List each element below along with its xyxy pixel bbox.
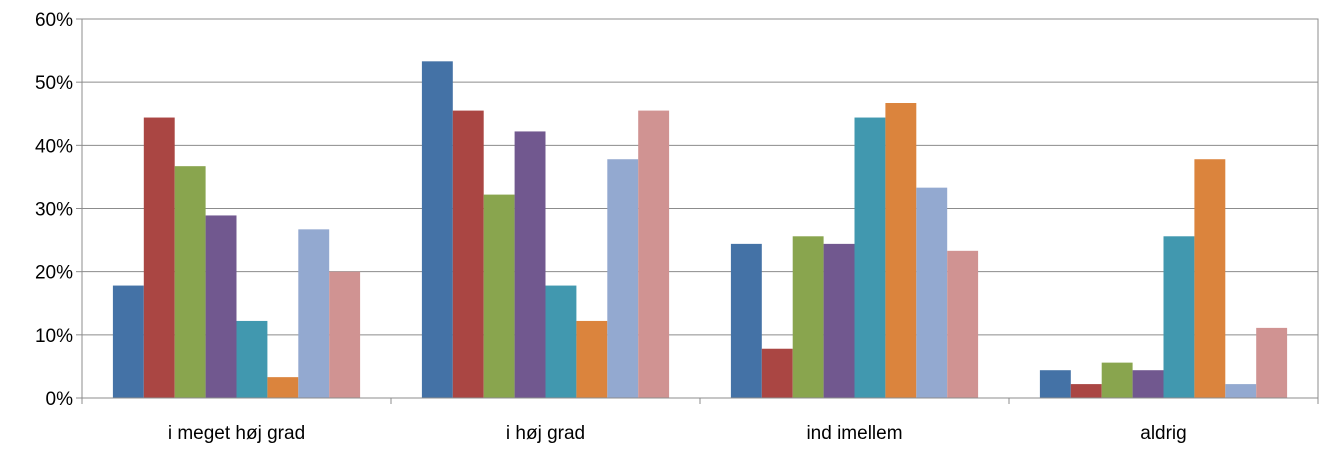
bar-3-3 — [1132, 370, 1164, 398]
x-category-label: i høj grad — [506, 423, 585, 444]
labels-layer: 0% 10% 20% 30% 40% 50% 60% i meget høj grad i hø… — [35, 10, 1187, 444]
bar-3-2 — [1101, 362, 1133, 398]
y-tick-label: 20% — [35, 263, 73, 284]
bar-0-6 — [298, 229, 330, 398]
bar-3-6 — [1225, 384, 1257, 398]
y-tick-label: 60% — [35, 10, 73, 31]
bar-2-5 — [885, 103, 917, 399]
bar-1-4 — [545, 285, 577, 398]
bar-1-5 — [576, 320, 608, 398]
y-tick-label: 30% — [35, 200, 73, 221]
bar-2-7 — [947, 250, 979, 398]
bar-1-7 — [638, 110, 670, 398]
x-category-label: i meget høj grad — [168, 423, 305, 444]
bar-2-0 — [730, 243, 762, 398]
bar-0-4 — [236, 320, 268, 398]
bar-0-2 — [174, 166, 206, 398]
axis-layer — [76, 18, 1319, 404]
bar-3-4 — [1163, 236, 1195, 398]
bar-2-1 — [761, 348, 793, 398]
y-tick-label: 0% — [46, 389, 74, 410]
bar-1-3 — [514, 131, 546, 399]
bar-2-2 — [792, 236, 824, 398]
bar-3-1 — [1070, 384, 1102, 398]
bar-1-2 — [483, 194, 515, 398]
bar-1-1 — [452, 110, 484, 398]
bars-layer — [112, 61, 1288, 399]
bar-0-3 — [205, 215, 237, 398]
x-category-label: aldrig — [1140, 423, 1186, 444]
bar-3-0 — [1039, 370, 1071, 398]
bar-0-1 — [143, 117, 175, 398]
bar-3-5 — [1194, 159, 1226, 398]
bar-3-7 — [1256, 327, 1288, 398]
bar-2-4 — [854, 117, 886, 398]
bar-0-5 — [267, 377, 299, 398]
bar-2-3 — [823, 243, 855, 398]
bar-1-0 — [421, 61, 453, 399]
x-category-label: ind imellem — [806, 423, 902, 444]
y-tick-label: 40% — [35, 136, 73, 157]
y-tick-label: 10% — [35, 326, 73, 347]
bar-0-0 — [112, 285, 144, 398]
bar-0-7 — [329, 271, 361, 398]
bar-2-6 — [916, 187, 948, 398]
bar-1-6 — [607, 159, 639, 398]
y-tick-label: 50% — [35, 73, 73, 94]
